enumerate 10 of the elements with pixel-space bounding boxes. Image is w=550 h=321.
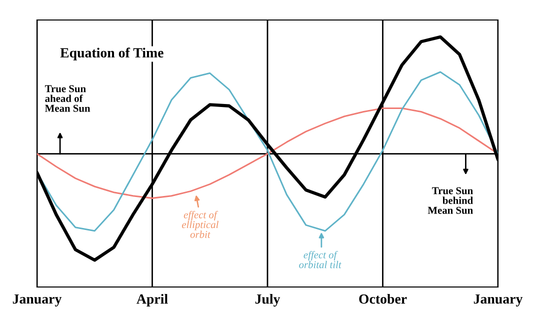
x-tick-label: January (474, 294, 523, 307)
annotation: True Sun ahead of Mean Sun (45, 85, 90, 112)
x-tick-label: July (255, 294, 280, 307)
annotation: effect of elliptical orbit (182, 210, 218, 238)
annotation: True Sun behind Mean Sun (428, 187, 473, 214)
text: Equation of Time (60, 48, 164, 60)
x-tick-label: January (12, 294, 62, 307)
x-tick-label: October (359, 294, 407, 304)
x-tick-label: April (136, 294, 168, 307)
annotation: effect of orbital tilt (299, 250, 342, 268)
